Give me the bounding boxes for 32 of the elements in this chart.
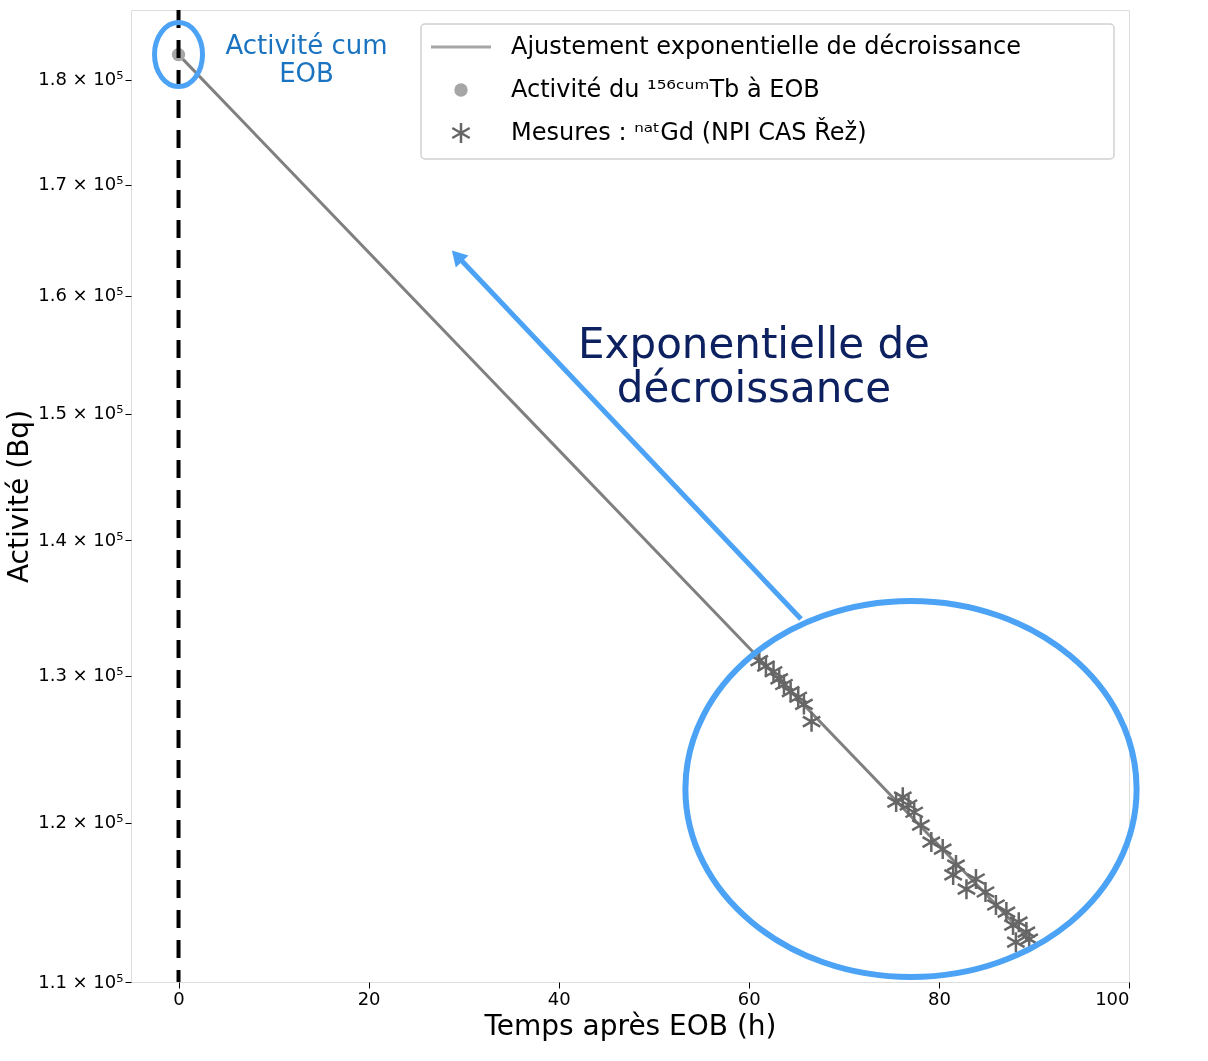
x-tick-label: 80 xyxy=(927,987,951,1009)
y-tick-label: 1.8 × 10⁵ xyxy=(38,68,124,90)
point xyxy=(943,863,964,887)
annotation: Exponentielle de décroissance xyxy=(578,319,930,412)
point xyxy=(966,867,986,891)
x-tick-label: 0 xyxy=(173,987,185,1009)
point xyxy=(801,710,822,733)
y-tick-label: 1.6 × 10⁵ xyxy=(38,284,124,306)
point xyxy=(1005,930,1026,954)
point xyxy=(910,813,931,837)
point xyxy=(975,880,996,904)
x-axis-title: Temps après EOB (h) xyxy=(483,1008,777,1042)
point xyxy=(1003,913,1023,937)
legend-label: Ajustement exponentielle de décroissance xyxy=(511,32,1021,60)
point xyxy=(946,853,966,877)
legend-label: Activité du ¹⁵⁶ᶜᵘᵐTb à EOB xyxy=(511,75,820,103)
annotation: Activité cum EOB xyxy=(225,29,388,88)
x-tick-label: 60 xyxy=(737,987,761,1009)
x-tick-label: 20 xyxy=(357,987,381,1009)
y-tick-label: 1.3 × 10⁵ xyxy=(38,664,124,686)
y-tick-label: 1.5 × 10⁵ xyxy=(38,402,124,424)
x-tick-label: 40 xyxy=(547,987,571,1009)
y-axis-title: Activité (Bq) xyxy=(2,409,36,584)
x-tick-label: 100 xyxy=(1095,987,1130,1009)
y-tick-label: 1.7 × 10⁵ xyxy=(38,173,124,195)
legend-label: Mesures : ⁿᵃᵗGd (NPI CAS Řež) xyxy=(511,117,867,146)
point xyxy=(1008,910,1029,934)
point xyxy=(1016,920,1037,944)
point xyxy=(956,877,977,901)
y-tick-label: 1.2 × 10⁵ xyxy=(38,811,124,833)
y-tick-label: 1.4 × 10⁵ xyxy=(38,528,124,550)
y-tick-label: 1.1 × 10⁵ xyxy=(38,970,124,992)
